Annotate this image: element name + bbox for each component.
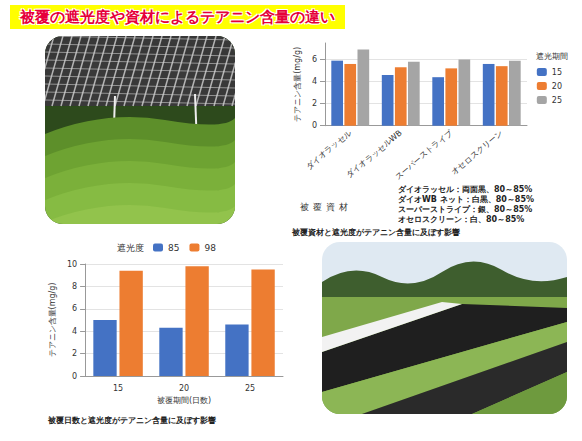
svg-text:4: 4	[312, 77, 317, 86]
svg-text:2: 2	[72, 349, 77, 358]
svg-text:スーパーストライプ: スーパーストライプ	[393, 128, 455, 182]
svg-text:遮光期間: 遮光期間	[536, 52, 568, 61]
svg-text:8: 8	[72, 282, 77, 291]
svg-text:2: 2	[312, 99, 317, 108]
svg-text:25: 25	[552, 96, 562, 105]
html-text:被覆日数と遮光度がテアニン含量に及ぼす影響: 被覆日数と遮光度がテアニン含量に及ぼす影響	[48, 416, 216, 425]
svg-text:0: 0	[312, 121, 317, 130]
svg-text:98: 98	[204, 243, 216, 253]
svg-text:0: 0	[72, 372, 77, 381]
html-text:スーパーストライプ：銀、80～85%: スーパーストライプ：銀、80～85%	[398, 205, 533, 214]
html-text:被覆資材と遮光度がテアニン含量に及ぼす影響: 被覆資材と遮光度がテアニン含量に及ぼす影響	[292, 228, 460, 237]
html-text:オセロスクリーン：白、80～85%: オセロスクリーン：白、80～85%	[398, 215, 525, 224]
svg-text:85: 85	[168, 243, 179, 253]
svg-text:遮光度: 遮光度	[117, 243, 144, 253]
html-text:ダイオWB ネット：白黒、80～85%: ダイオWB ネット：白黒、80～85%	[398, 195, 534, 204]
svg-text:ダイオラッセル: ダイオラッセル	[304, 128, 353, 171]
svg-text:被覆期間(日数): 被覆期間(日数)	[157, 396, 211, 405]
svg-text:ダイオラッセルWB: ダイオラッセルWB	[344, 128, 404, 180]
svg-text:オセロスクリーン: オセロスクリーン	[450, 128, 505, 176]
svg-text:テアニン含量(mg/g): テアニン含量(mg/g)	[48, 283, 57, 358]
svg-text:10: 10	[67, 260, 77, 269]
html-text:被覆の遮光度や資材によるテアニン含量の違い: 被覆の遮光度や資材によるテアニン含量の違い	[20, 8, 335, 26]
html-text:ダイオラッセル：両面黒、80～85%: ダイオラッセル：両面黒、80～85%	[398, 185, 533, 194]
svg-text:4: 4	[72, 327, 77, 336]
svg-text:15: 15	[113, 384, 123, 393]
svg-text:20: 20	[552, 82, 562, 91]
svg-text:25: 25	[245, 384, 255, 393]
html-text:被覆資材: 被覆資材	[300, 202, 352, 212]
svg-text:20: 20	[179, 384, 189, 393]
svg-text:6: 6	[312, 55, 317, 64]
svg-text:6: 6	[72, 304, 77, 313]
svg-text:テアニン含量(mg/g): テアニン含量(mg/g)	[293, 47, 302, 122]
svg-text:15: 15	[552, 68, 562, 77]
